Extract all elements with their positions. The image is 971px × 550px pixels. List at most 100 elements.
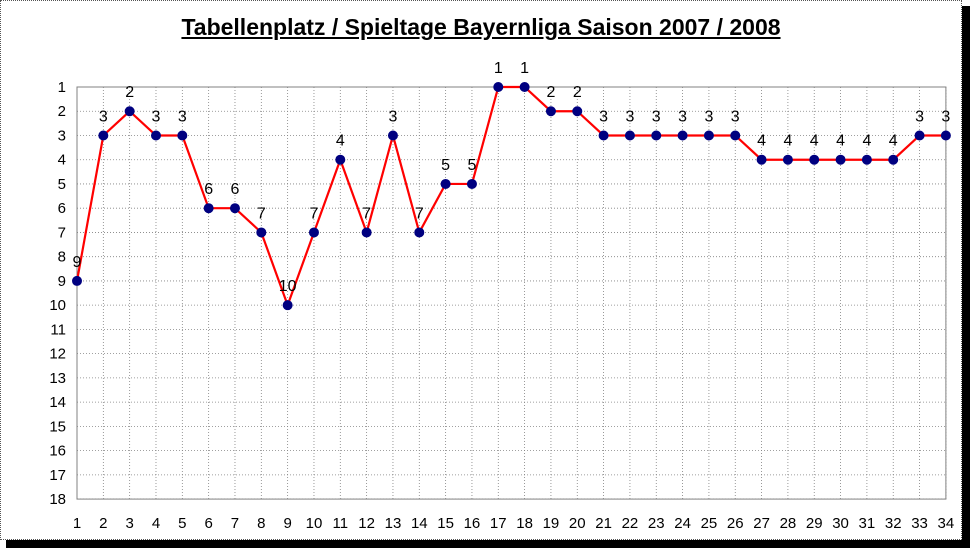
y-tick-label: 18: [49, 491, 66, 508]
data-label: 3: [915, 108, 924, 125]
data-point: [361, 227, 372, 238]
data-label: 3: [625, 108, 634, 125]
x-tick-label: 29: [806, 515, 823, 532]
data-point: [835, 154, 846, 165]
data-point: [308, 227, 319, 238]
y-tick-label: 16: [49, 443, 66, 460]
series-line: [75, 85, 946, 309]
data-point: [598, 130, 609, 141]
data-label: 3: [731, 108, 740, 125]
y-tick-label: 3: [58, 127, 66, 144]
data-point: [203, 203, 214, 214]
x-tick-label: 16: [464, 515, 481, 532]
plot-grid: [76, 86, 947, 500]
data-label: 7: [257, 205, 266, 222]
x-tick-label: 28: [780, 515, 797, 532]
x-tick-label: 30: [832, 515, 849, 532]
x-tick-label: 5: [178, 515, 186, 532]
x-tick-label: 1: [73, 515, 81, 532]
x-tick-label: 4: [152, 515, 160, 532]
y-tick-label: 2: [58, 103, 66, 120]
data-label: 3: [599, 108, 608, 125]
chart-title: Tabellenplatz / Spieltage Bayernliga Sai…: [181, 14, 781, 40]
data-point: [150, 130, 161, 141]
data-label: 4: [336, 133, 345, 150]
frame-shadow-right: [962, 6, 970, 546]
data-label: 3: [152, 108, 161, 125]
y-tick-label: 5: [58, 176, 66, 193]
data-label: 7: [310, 205, 319, 222]
x-tick-label: 7: [231, 515, 239, 532]
x-tick-label: 25: [701, 515, 718, 532]
x-tick-label: 24: [674, 515, 691, 532]
x-tick-label: 23: [648, 515, 665, 532]
data-label: 3: [678, 108, 687, 125]
data-label: 2: [546, 84, 555, 101]
data-point: [677, 130, 688, 141]
x-tick-label: 26: [727, 515, 744, 532]
y-tick-label: 17: [49, 467, 66, 484]
data-point: [809, 154, 820, 165]
data-point: [256, 227, 267, 238]
data-label: 7: [362, 205, 371, 222]
data-label: 2: [125, 84, 134, 101]
data-point: [572, 106, 583, 117]
x-tick-label: 33: [911, 515, 928, 532]
data-point: [229, 203, 240, 214]
data-label: 3: [941, 108, 950, 125]
frame-shadow-bottom: [6, 540, 970, 548]
data-point: [624, 130, 635, 141]
x-tick-label: 8: [257, 515, 265, 532]
x-tick-label: 14: [411, 515, 428, 532]
x-tick-label: 13: [385, 515, 402, 532]
data-label: 3: [704, 108, 713, 125]
y-tick-label: 7: [58, 224, 66, 241]
data-point: [756, 154, 767, 165]
x-tick-label: 3: [125, 515, 133, 532]
data-point: [466, 178, 477, 189]
data-point: [940, 130, 951, 141]
data-label: 3: [652, 108, 661, 125]
x-tick-label: 31: [859, 515, 876, 532]
data-point: [440, 178, 451, 189]
data-point: [730, 130, 741, 141]
y-tick-label: 6: [58, 200, 66, 217]
x-tick-label: 2: [99, 515, 107, 532]
y-tick-label: 1: [58, 79, 66, 96]
x-tick-label: 22: [622, 515, 639, 532]
x-tick-label: 9: [283, 515, 291, 532]
y-tick-label: 8: [58, 249, 66, 266]
data-label: 5: [441, 157, 450, 174]
x-tick-label: 15: [437, 515, 454, 532]
data-point: [782, 154, 793, 165]
data-point: [888, 154, 899, 165]
x-tick-label: 20: [569, 515, 586, 532]
y-tick-label: 10: [49, 297, 66, 314]
data-point: [335, 154, 346, 165]
x-tick-label: 10: [306, 515, 323, 532]
data-point: [493, 82, 504, 92]
data-label: 4: [810, 133, 819, 150]
data-label: 4: [889, 133, 898, 150]
data-label: 2: [573, 84, 582, 101]
y-tick-label: 14: [49, 394, 66, 411]
data-point: [282, 300, 293, 311]
x-tick-label: 6: [204, 515, 212, 532]
data-point: [703, 130, 714, 141]
data-point: [519, 82, 530, 92]
y-tick-label: 4: [58, 152, 66, 169]
y-tick-label: 15: [49, 418, 66, 435]
x-tick-label: 17: [490, 515, 507, 532]
data-label: 9: [73, 254, 82, 271]
data-label: 3: [389, 108, 398, 125]
data-point: [414, 227, 425, 238]
data-label: 6: [231, 181, 240, 198]
data-point: [124, 106, 135, 117]
x-tick-label: 11: [333, 515, 349, 532]
data-label: 4: [783, 133, 792, 150]
y-tick-label: 12: [49, 346, 66, 363]
data-label: 10: [279, 278, 297, 295]
x-tick-label: 27: [753, 515, 770, 532]
x-tick-label: 18: [516, 515, 533, 532]
